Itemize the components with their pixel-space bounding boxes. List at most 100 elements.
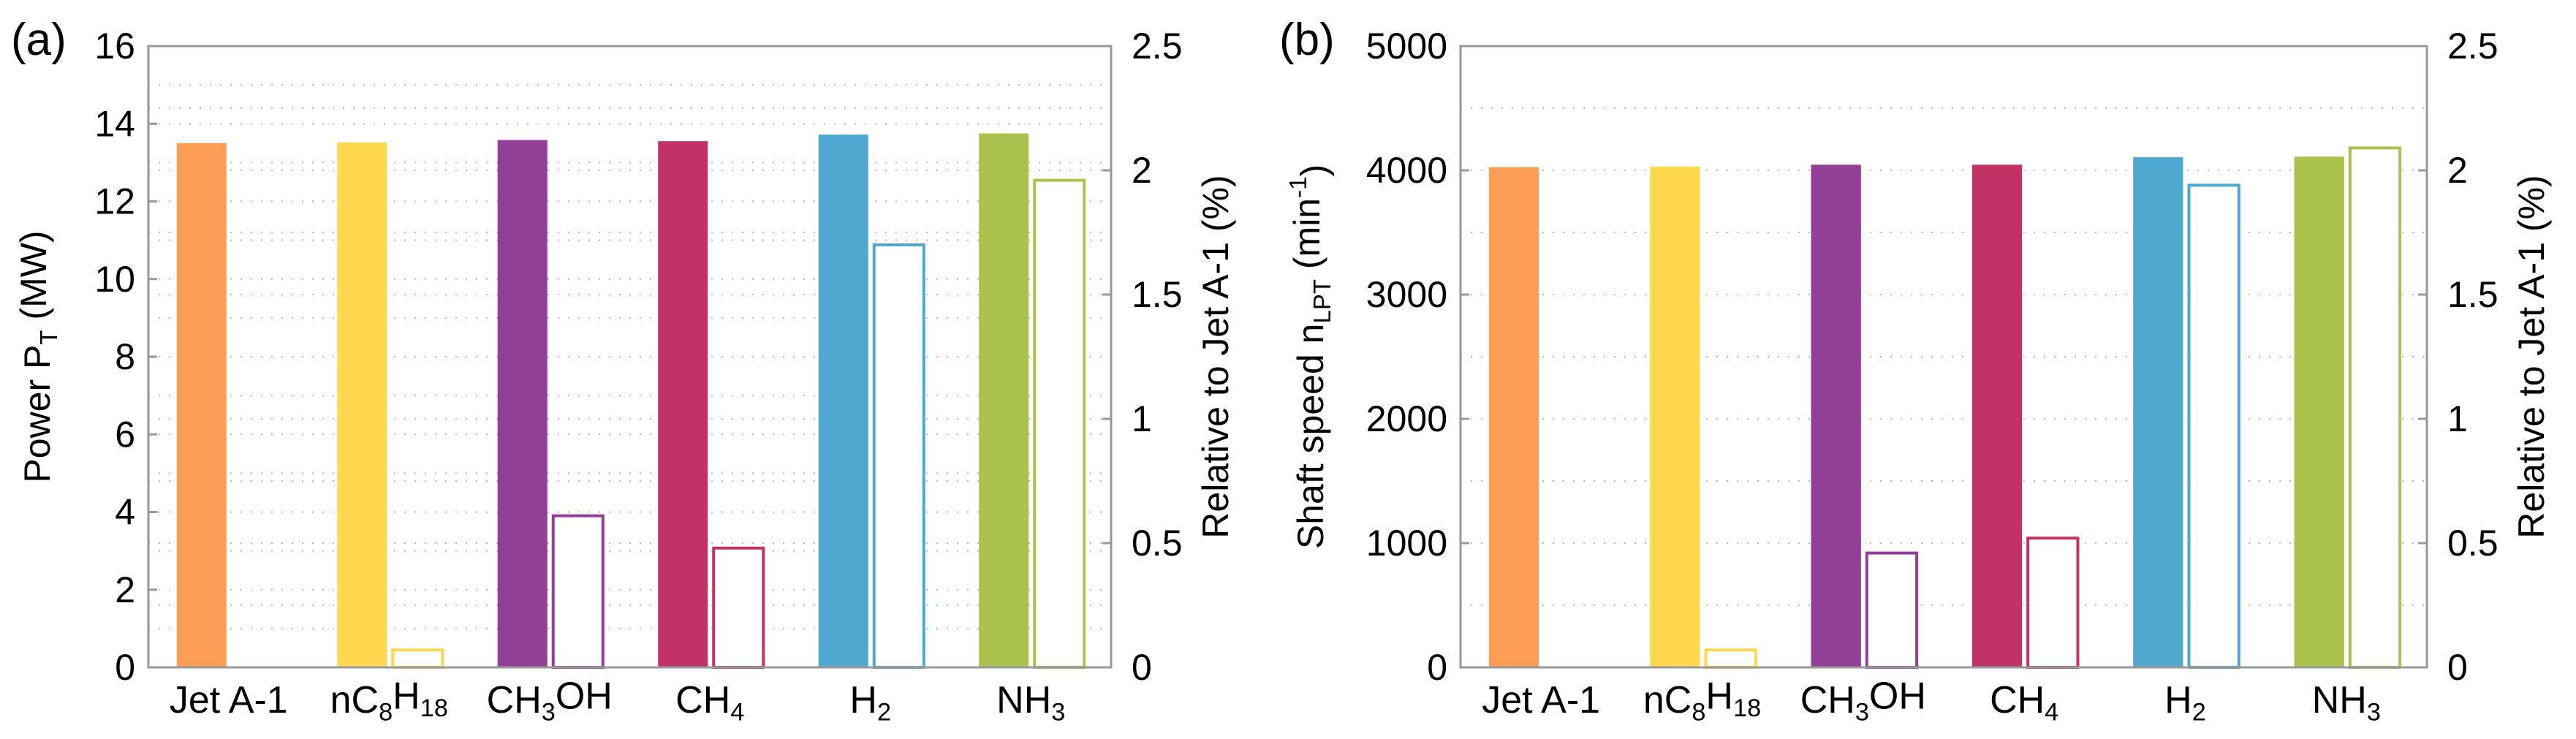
label-part: ): [1293, 164, 1334, 177]
x-tick-label-H2: H2: [849, 679, 891, 726]
label-part: H: [2164, 679, 2192, 721]
x-tick-label-CH3OH: CH3OH: [1800, 675, 1926, 727]
label-part: CH: [1990, 679, 2045, 721]
x-tick-label-Jet A-1: Jet A-1: [170, 679, 288, 721]
x-tick-label-nC8H18: nC8H18: [330, 675, 448, 727]
bar-NH3-outline: [2348, 146, 2402, 669]
y-left-tick-label: 10: [94, 259, 135, 300]
y-right-tick-label: 1.5: [2447, 274, 2499, 315]
y-right-tick-label: 2: [1132, 150, 1152, 191]
label-part: (MW): [13, 230, 54, 330]
y-right-tick-label: 1: [2447, 398, 2468, 439]
bar-Jet A-1-filled: [176, 143, 227, 667]
y-left-tick-label: 0: [1427, 647, 1447, 688]
bar-CH4-outline: [2026, 537, 2080, 670]
y-axis-left-title: Power PT (MW): [13, 230, 62, 482]
y-left-tick-label: 14: [94, 103, 135, 144]
y-left-tick-label: 12: [94, 181, 135, 222]
label-part: 18: [1733, 694, 1761, 722]
label-part: 3: [1855, 698, 1869, 726]
label-part: Jet A-1: [1482, 679, 1600, 721]
y-left-tick-label: 3000: [1366, 274, 1447, 315]
y-left-tick-label: 4: [115, 492, 135, 533]
y-left-tick-label: 6: [115, 414, 135, 455]
x-tick-label-CH4: CH4: [1990, 679, 2058, 726]
label-part: OH: [1869, 675, 1926, 718]
y-left-tick-label: 8: [115, 336, 135, 377]
label-part: 4: [730, 698, 744, 726]
bar-CH3OH-filled: [497, 140, 548, 667]
x-tick-label-H2: H2: [2164, 679, 2206, 726]
label-part: 3: [2367, 698, 2381, 726]
label-part: CH: [1800, 679, 1855, 721]
x-tick-label-Jet A-1: Jet A-1: [1482, 679, 1600, 721]
label-part: -1: [1284, 177, 1311, 198]
y-right-tick-label: 2.5: [2447, 26, 2499, 67]
bar-Jet A-1-filled: [1488, 167, 1539, 667]
bar-H2-outline: [872, 243, 925, 669]
y-right-tick-label: 1.5: [1132, 274, 1183, 315]
bar-H2-filled: [2133, 157, 2183, 667]
bar-CH3OH-filled: [1811, 164, 1861, 668]
y-right-tick-label: 0: [1132, 647, 1152, 688]
x-tick-label-NH3: NH3: [2312, 679, 2381, 726]
label-part: Jet A-1: [170, 679, 288, 721]
y-left-tick-label: 0: [115, 647, 135, 688]
bar-NH3-outline: [1033, 178, 1086, 670]
label-part: 18: [420, 694, 448, 722]
bar-H2-filled: [818, 134, 868, 667]
plot-frame: [1459, 45, 2428, 669]
x-tick-label-NH3: NH3: [996, 679, 1065, 726]
label-part: 2: [877, 698, 891, 726]
bar-CH4-filled: [1971, 164, 2023, 668]
label-part: NH: [996, 679, 1051, 721]
bar-nC8H18-filled: [1650, 166, 1700, 667]
grid-lines: [148, 84, 1111, 629]
label-part: nC: [330, 679, 379, 721]
y-left-tick-label: 4000: [1366, 150, 1447, 191]
y-left-tick-label: 1000: [1366, 523, 1447, 564]
label-part: 8: [1692, 698, 1705, 726]
label-part: LPT: [1308, 279, 1336, 324]
y-right-tick-label: 1: [1132, 398, 1152, 439]
bar-nC8H18-filled: [337, 142, 387, 667]
y-axis-right-title: Relative to Jet A-1 (%): [1195, 175, 1236, 538]
label-part: 3: [1051, 698, 1065, 726]
label-part: CH: [675, 679, 730, 721]
panel-label: (b): [1279, 15, 1335, 65]
label-part: nC: [1643, 679, 1692, 721]
label-part: Power P: [17, 345, 58, 483]
label-part: 8: [379, 698, 393, 726]
bar-nC8H18-outline: [1704, 648, 1757, 670]
bar-H2-outline: [2187, 183, 2240, 669]
y-right-tick-label: 2: [2447, 150, 2468, 191]
label-part: 3: [542, 698, 556, 726]
label-part: T: [35, 330, 62, 344]
y-left-tick-label: 16: [94, 26, 135, 67]
bar-CH3OH-outline: [1865, 551, 1919, 669]
label-part: CH: [487, 679, 542, 721]
bars: [176, 133, 1086, 670]
y-left-tick-label: 2: [115, 569, 135, 610]
label-part: NH: [2312, 679, 2367, 721]
y-right-tick-label: 2.5: [1132, 26, 1183, 67]
bar-nC8H18-outline: [391, 648, 444, 670]
bars: [1488, 146, 2402, 670]
bar-NH3-filled: [979, 133, 1029, 667]
y-right-tick-label: 0: [2447, 647, 2468, 688]
label-part: H: [393, 675, 420, 718]
panel-label: (a): [11, 15, 67, 65]
panel-b-chart: Jet A-1 nC8H18 CH3OH CH4 H2 NH301000200030004…: [1279, 15, 2552, 726]
x-tick-label-CH4: CH4: [675, 679, 744, 726]
bar-NH3-filled: [2294, 156, 2344, 668]
label-part: 2: [2192, 698, 2206, 726]
label-part: H: [1705, 675, 1733, 718]
bar-CH4-filled: [658, 141, 708, 667]
bar-CH3OH-outline: [551, 514, 605, 669]
y-right-tick-label: 0.5: [2447, 523, 2499, 564]
panel-a-chart: Jet A-1 nC8H18 CH3OH CH4 H2 NH302468101214160…: [11, 15, 1236, 726]
label-part: OH: [556, 675, 613, 718]
bar-CH4-outline: [712, 546, 765, 669]
label-part: H: [849, 679, 877, 721]
y-axis-right-title: Relative to Jet A-1 (%): [2511, 175, 2552, 538]
